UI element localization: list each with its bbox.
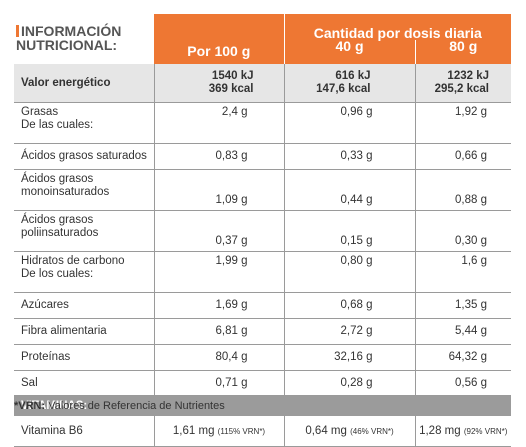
nutrient-40: 0,15 g <box>284 210 416 252</box>
nutrition-panel: INFORMACIÓN NUTRICIONAL: Por 100 g Canti… <box>14 14 511 447</box>
nutrient-label-line2: De las cuales: <box>21 119 94 131</box>
vitamin-per100-vrn: (115% VRN*) <box>217 426 266 436</box>
nutrient-rows: Grasas De las cuales: 2,4 g 0,96 g 1,92 g Áci… <box>14 102 511 396</box>
energy-80-kcal: 295,2 kcal <box>434 83 489 95</box>
nutrient-80: 0,66 g <box>415 143 511 170</box>
table-row: Ácidos grasos monoinsaturados 1,09 g 0,44 g… <box>14 169 511 211</box>
nutrient-40: 0,28 g <box>284 370 416 396</box>
vitamin-row: Vitamina B6 1,61 mg (115% VRN*) 0,64 mg … <box>14 416 511 447</box>
accent-bar <box>16 25 19 37</box>
vitamin-40: 0,64 mg (46% VRN*) <box>284 416 416 447</box>
table-row: Ácidos grasos saturados 0,83 g 0,33 g 0,66 … <box>14 143 511 170</box>
footnote: *VRN: Valores de Referencia de Nutriente… <box>14 400 225 412</box>
nutrient-per100: 0,37 g <box>154 210 285 252</box>
header-row-2: 40 g 80 g <box>14 39 511 64</box>
title-line2: NUTRICIONAL: <box>16 37 118 53</box>
table-row: Ácidos grasos poliinsaturados 0,37 g 0,15 g… <box>14 210 511 252</box>
table-row: Sal 0,71 g 0,28 g 0,56 g <box>14 370 511 396</box>
vitamins-heading-row: VITAMINAS: <box>14 395 511 416</box>
nutrient-40: 0,96 g <box>284 102 416 144</box>
title-line1: INFORMACIÓN <box>21 23 122 39</box>
table-title: INFORMACIÓN NUTRICIONAL: <box>14 14 154 64</box>
energy-label: Valor energético <box>14 64 155 103</box>
energy-row: Valor energético 1540 kJ 369 kcal 616 kJ… <box>14 64 511 103</box>
nutrient-80: 1,92 g <box>415 102 511 144</box>
nutrient-40: 0,68 g <box>284 292 416 319</box>
nutrient-per100: 0,71 g <box>154 370 285 396</box>
nutrient-label: Proteínas <box>14 344 155 371</box>
header-dose-80: 80 g <box>415 39 511 64</box>
nutrient-label: Ácidos grasos monoinsaturados <box>14 169 155 211</box>
table-row: Grasas De las cuales: 2,4 g 0,96 g 1,92 g <box>14 102 511 144</box>
energy-80: 1232 kJ 295,2 kcal <box>415 64 511 103</box>
nutrient-80: 0,30 g <box>415 210 511 252</box>
nutrient-80: 0,88 g <box>415 169 511 211</box>
nutrient-label-line2: De los cuales: <box>21 268 94 280</box>
nutrient-label-line1: Ácidos grasos saturados <box>21 150 147 162</box>
nutrient-label: Sal <box>14 370 155 396</box>
nutrient-80: 5,44 g <box>415 318 511 345</box>
vitamin-40-vrn: (46% VRN*) <box>350 426 394 436</box>
nutrient-80: 0,56 g <box>415 370 511 396</box>
nutrient-label-line1: Fibra alimentaria <box>21 325 107 337</box>
footnote-key: *VRN: <box>14 400 46 412</box>
nutrient-per100: 2,4 g <box>154 102 285 144</box>
header-per100: Por 100 g <box>154 14 285 64</box>
nutrient-label: Hidratos de carbono De los cuales: <box>14 251 155 293</box>
nutrient-label-line1: Sal <box>21 376 38 389</box>
vitamin-per100: 1,61 mg (115% VRN*) <box>154 416 285 447</box>
energy-per100: 1540 kJ 369 kcal <box>154 64 285 103</box>
nutrient-label-line1: Ácidos grasos <box>21 173 94 185</box>
nutrient-40: 0,33 g <box>284 143 416 170</box>
nutrient-40: 32,16 g <box>284 344 416 371</box>
header-dose-title: Cantidad por dosis diaria <box>284 14 511 40</box>
vitamin-80-value: 1,28 mg <box>419 424 461 437</box>
energy-40: 616 kJ 147,6 kcal <box>284 64 416 103</box>
nutrient-label-line1: Hidratos de carbono <box>21 255 125 267</box>
header-dose-40: 40 g <box>284 39 416 64</box>
nutrient-per100: 6,81 g <box>154 318 285 345</box>
nutrition-table: INFORMACIÓN NUTRICIONAL: Por 100 g Canti… <box>14 14 511 447</box>
table-row: Fibra alimentaria 6,81 g 2,72 g 5,44 g <box>14 318 511 345</box>
nutrient-label-line2: monoinsaturados <box>21 186 110 198</box>
nutrient-label-line1: Azúcares <box>21 299 69 311</box>
nutrient-per100: 1,99 g <box>154 251 285 293</box>
vitamin-80: 1,28 mg (92% VRN*) <box>415 416 511 447</box>
nutrient-label-line1: Grasas <box>21 106 59 118</box>
vitamin-per100-value: 1,61 mg <box>172 424 215 437</box>
nutrient-label-line1: Ácidos grasos <box>21 214 94 226</box>
vitamins-heading: VITAMINAS: <box>14 395 511 416</box>
nutrient-per100: 1,09 g <box>154 169 285 211</box>
nutrient-label: Grasas De las cuales: <box>14 102 155 144</box>
nutrient-per100: 1,69 g <box>154 292 285 319</box>
nutrient-label-line2: poliinsaturados <box>21 227 99 239</box>
energy-per100-kj: 1540 kJ <box>211 70 254 82</box>
nutrient-80: 64,32 g <box>415 344 511 371</box>
vitamin-80-vrn: (92% VRN*) <box>463 426 508 436</box>
energy-40-kcal: 147,6 kcal <box>316 83 371 95</box>
footnote-text: Valores de Referencia de Nutrientes <box>45 400 225 412</box>
nutrient-label: Ácidos grasos poliinsaturados <box>14 210 155 252</box>
table-row: Proteínas 80,4 g 32,16 g 64,32 g <box>14 344 511 371</box>
header-row-1: INFORMACIÓN NUTRICIONAL: Por 100 g Canti… <box>14 14 511 64</box>
vitamin-label: Vitamina B6 <box>14 416 155 447</box>
energy-80-kj: 1232 kJ <box>447 70 489 82</box>
nutrient-40: 0,44 g <box>284 169 416 211</box>
nutrient-per100: 80,4 g <box>154 344 285 371</box>
nutrient-80: 1,35 g <box>415 292 511 319</box>
energy-per100-kcal: 369 kcal <box>208 83 254 95</box>
nutrient-label: Fibra alimentaria <box>14 318 155 345</box>
nutrient-80: 1,6 g <box>415 251 511 293</box>
vitamin-40-value: 0,64 mg <box>305 424 347 437</box>
nutrient-label: Ácidos grasos saturados <box>14 143 155 170</box>
nutrient-label-line1: Proteínas <box>21 351 71 363</box>
nutrient-40: 0,80 g <box>284 251 416 293</box>
energy-40-kj: 616 kJ <box>335 70 371 82</box>
nutrient-label: Azúcares <box>14 292 155 319</box>
nutrient-40: 2,72 g <box>284 318 416 345</box>
nutrient-per100: 0,83 g <box>154 143 285 170</box>
table-row: Azúcares 1,69 g 0,68 g 1,35 g <box>14 292 511 319</box>
